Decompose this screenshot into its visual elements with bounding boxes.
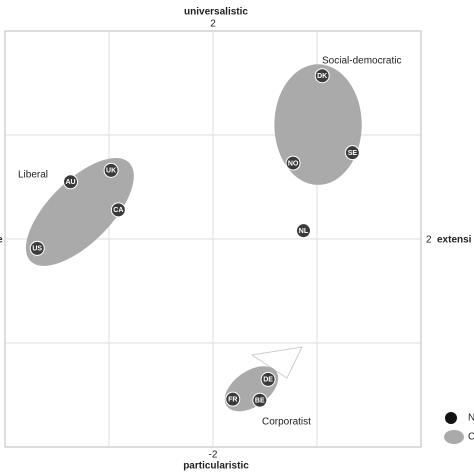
point — [63, 174, 79, 190]
point-label: DE — [263, 377, 273, 384]
cluster-label: Liberal — [18, 170, 48, 181]
point — [344, 145, 360, 161]
point-label: US — [32, 246, 42, 253]
point — [295, 223, 311, 239]
bottom-axis-title: particularistic — [183, 461, 249, 472]
point-label: SE — [348, 150, 358, 157]
right-axis-title: extensi — [437, 235, 472, 246]
point — [225, 391, 241, 407]
top-axis-title: universalistic — [184, 7, 248, 18]
point — [252, 392, 268, 408]
legend-marker — [444, 430, 464, 444]
legend-label: C — [468, 432, 474, 443]
legend-marker — [445, 412, 457, 424]
top-tick-label: 2 — [210, 19, 216, 30]
point — [314, 68, 330, 84]
clusters — [25, 64, 362, 412]
cluster-label: Social-democratic — [322, 56, 401, 67]
point-label: UK — [106, 168, 116, 175]
left-axis-title: e — [0, 235, 3, 246]
point — [29, 240, 45, 256]
point-label: AU — [65, 179, 75, 186]
point-label: FR — [228, 397, 237, 404]
point — [103, 162, 119, 178]
point-label: BE — [255, 398, 265, 405]
bottom-tick-label: -2 — [209, 450, 218, 461]
point — [110, 202, 126, 218]
right-tick-label: 2 — [426, 235, 432, 246]
cluster-label: Corporatist — [262, 417, 311, 428]
point-label: CA — [113, 207, 123, 214]
point-label: NO — [288, 160, 299, 167]
legend-label: N — [468, 413, 474, 424]
cluster-ellipse — [25, 157, 134, 266]
point — [285, 155, 301, 171]
cluster-ellipse — [274, 64, 362, 185]
point-label: NL — [299, 228, 309, 235]
triangle-outline — [250, 346, 303, 379]
points: DK NO SE NL UK AU CA US DE FR BE — [29, 68, 360, 408]
point — [260, 371, 276, 387]
cluster-ellipse — [224, 366, 279, 412]
point-label: DK — [317, 73, 327, 80]
